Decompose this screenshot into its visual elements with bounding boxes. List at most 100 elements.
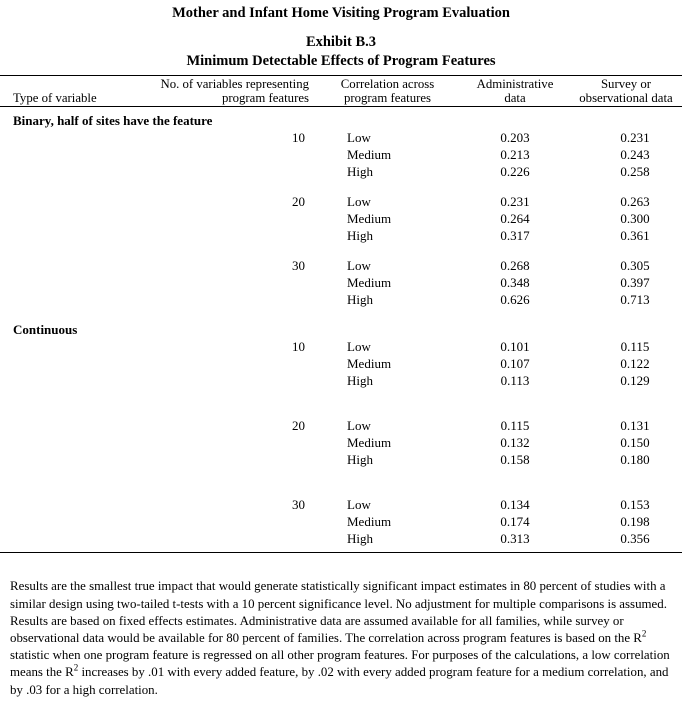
- type-of-variable-cell: [0, 530, 145, 553]
- n-variables-cell: [145, 513, 315, 530]
- table-footnote: Results are the smallest true impact tha…: [0, 578, 682, 698]
- spacer-cell: [0, 389, 682, 417]
- administrative-data-cell: 0.115: [500, 418, 530, 434]
- administrative-data-cell: 0.101: [500, 339, 530, 355]
- table-row: 30 Low 0.268 0.305: [0, 257, 682, 274]
- correlation-cell: Medium: [347, 356, 392, 372]
- administrative-data-cell: 0.113: [500, 373, 530, 389]
- survey-data-cell: 0.150: [620, 435, 650, 451]
- n-variables-cell: 20: [292, 418, 305, 434]
- spacer-row: [0, 244, 682, 257]
- administrative-data-cell: 0.313: [500, 531, 530, 547]
- survey-data-cell: 0.231: [620, 130, 650, 146]
- type-of-variable-cell: [0, 210, 145, 227]
- column-header-correlation: Correlation across program features: [315, 74, 460, 108]
- survey-data-cell: 0.122: [620, 356, 650, 372]
- survey-data-cell: 0.300: [620, 211, 650, 227]
- correlation-cell: Medium: [347, 435, 392, 451]
- table-row: High 0.313 0.356: [0, 530, 682, 553]
- spacer-cell: [0, 244, 682, 257]
- correlation-cell: Medium: [347, 211, 392, 227]
- administrative-data-cell: 0.134: [500, 497, 530, 513]
- administrative-data-cell: 0.107: [500, 356, 530, 372]
- n-variables-cell: [145, 451, 315, 468]
- administrative-data-cell: 0.231: [500, 194, 530, 210]
- type-of-variable-cell: [0, 513, 145, 530]
- type-of-variable-cell: [0, 338, 145, 355]
- type-of-variable-cell: [0, 129, 145, 146]
- n-variables-cell: [145, 163, 315, 180]
- survey-data-cell: 0.713: [620, 292, 650, 308]
- survey-data-cell: 0.305: [620, 258, 650, 274]
- survey-data-cell: 0.243: [620, 147, 650, 163]
- survey-data-cell: 0.198: [620, 514, 650, 530]
- n-variables-cell: [145, 210, 315, 227]
- n-variables-cell: 30: [292, 258, 305, 274]
- n-variables-cell: 30: [292, 497, 305, 513]
- table-row: High 0.626 0.713: [0, 291, 682, 308]
- footnote-superscript: 2: [73, 663, 79, 674]
- type-of-variable-cell: [0, 274, 145, 291]
- type-of-variable-cell: [0, 227, 145, 244]
- survey-data-cell: 0.115: [620, 339, 650, 355]
- spacer-row: [0, 308, 682, 316]
- n-variables-cell: [145, 530, 315, 553]
- column-header-survey-data: Survey or observational data: [570, 74, 682, 108]
- table-row: High 0.226 0.258: [0, 163, 682, 180]
- n-variables-cell: [145, 274, 315, 291]
- type-of-variable-cell: [0, 257, 145, 274]
- n-variables-cell: 20: [292, 194, 305, 210]
- footnote-superscript: 2: [641, 628, 647, 639]
- survey-data-cell: 0.153: [620, 497, 650, 513]
- table-body: Binary, half of sites have the feature 10…: [0, 107, 682, 553]
- survey-data-cell: 0.131: [620, 418, 650, 434]
- correlation-cell: High: [347, 373, 373, 389]
- administrative-data-cell: 0.174: [500, 514, 530, 530]
- program-title: Mother and Infant Home Visiting Program …: [172, 5, 510, 21]
- footnote-text: increases by .01 with every added featur…: [10, 665, 669, 697]
- spacer-row: [0, 180, 682, 193]
- section-row: Binary, half of sites have the feature: [0, 107, 682, 130]
- table-row: 10 Low 0.101 0.115: [0, 338, 682, 355]
- n-variables-cell: 10: [292, 339, 305, 355]
- section-label: Binary, half of sites have the feature: [13, 113, 213, 129]
- n-variables-cell: 10: [292, 130, 305, 146]
- footnote-text: statistic when one program feature is re…: [10, 648, 670, 680]
- table-header: Type of variable No. of variables repres…: [0, 74, 682, 108]
- table-row: Medium 0.213 0.243: [0, 146, 682, 163]
- type-of-variable-cell: [0, 372, 145, 389]
- administrative-data-cell: 0.203: [500, 130, 530, 146]
- n-variables-cell: [145, 227, 315, 244]
- survey-data-cell: 0.361: [620, 228, 650, 244]
- table-row: Medium 0.132 0.150: [0, 434, 682, 451]
- column-header-type-of-variable: Type of variable: [0, 74, 145, 108]
- spacer-row: [0, 468, 682, 496]
- n-variables-cell: [145, 291, 315, 308]
- section-label: Continuous: [13, 322, 78, 338]
- correlation-cell: High: [347, 164, 373, 180]
- correlation-cell: Medium: [347, 514, 392, 530]
- administrative-data-cell: 0.268: [500, 258, 530, 274]
- administrative-data-cell: 0.626: [500, 292, 530, 308]
- correlation-cell: High: [347, 228, 373, 244]
- type-of-variable-cell: [0, 451, 145, 468]
- table-row: Medium 0.264 0.300: [0, 210, 682, 227]
- survey-data-cell: 0.180: [620, 452, 650, 468]
- table-row: Medium 0.107 0.122: [0, 355, 682, 372]
- type-of-variable-cell: [0, 291, 145, 308]
- n-variables-cell: [145, 372, 315, 389]
- administrative-data-cell: 0.132: [500, 435, 530, 451]
- type-of-variable-cell: [0, 355, 145, 372]
- type-of-variable-cell: [0, 146, 145, 163]
- header-row: Type of variable No. of variables repres…: [0, 74, 682, 108]
- table-row: 20 Low 0.115 0.131: [0, 417, 682, 434]
- n-variables-cell: [145, 434, 315, 451]
- n-variables-cell: [145, 146, 315, 163]
- type-of-variable-cell: [0, 434, 145, 451]
- spacer-cell: [0, 308, 682, 316]
- type-of-variable-cell: [0, 417, 145, 434]
- administrative-data-cell: 0.264: [500, 211, 530, 227]
- footnote-text: Results are the smallest true impact tha…: [10, 579, 667, 646]
- table-row: 10 Low 0.203 0.231: [0, 129, 682, 146]
